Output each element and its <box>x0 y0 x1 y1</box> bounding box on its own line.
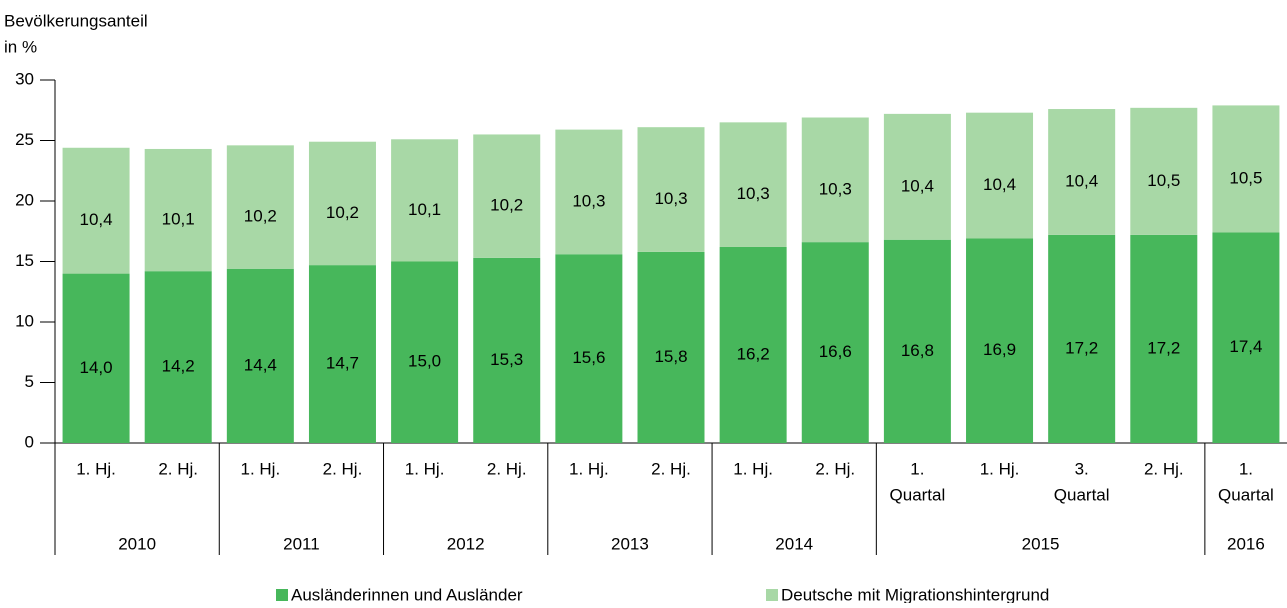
bar-segment <box>1048 109 1116 235</box>
value-label: 10,4 <box>1065 171 1098 190</box>
bar-segment <box>555 129 623 255</box>
bar-segment <box>637 251 705 443</box>
value-label: 10,3 <box>819 179 852 198</box>
group-label: 2010 <box>118 534 156 553</box>
value-label: 14,0 <box>80 358 113 377</box>
y-tick-label: 30 <box>15 69 34 88</box>
bar-segment <box>637 127 705 252</box>
value-label: 10,2 <box>244 207 277 226</box>
bar-segment <box>144 148 212 272</box>
value-label: 15,3 <box>490 350 523 369</box>
x-tick-label: 1. Hj. <box>733 459 773 478</box>
bar-segment <box>1048 234 1116 443</box>
x-tick-label: 2. Hj. <box>487 459 527 478</box>
value-label: 10,1 <box>162 210 195 229</box>
value-label: 16,9 <box>983 340 1016 359</box>
bar-segment <box>1130 234 1198 443</box>
x-tick-label: 2. Hj. <box>815 459 855 478</box>
value-label: 14,7 <box>326 354 359 373</box>
value-label: 10,3 <box>654 189 687 208</box>
value-label: 10,2 <box>490 196 523 215</box>
x-tick-label: 1. <box>1239 459 1253 478</box>
y-tick-label: 10 <box>15 311 34 330</box>
y-tick-label: 20 <box>15 190 34 209</box>
y-axis-title: in % <box>4 37 37 56</box>
bar-segment <box>1212 232 1280 443</box>
y-axis-title: Bevölkerungsanteil <box>4 11 148 30</box>
bar-segment <box>1212 105 1280 233</box>
x-tick-label: 1. Hj. <box>569 459 609 478</box>
value-label: 17,2 <box>1065 338 1098 357</box>
bar-segment <box>226 145 294 269</box>
value-label: 16,2 <box>737 344 770 363</box>
value-label: 15,6 <box>572 348 605 367</box>
bar-segment <box>391 261 459 443</box>
bar-segment <box>966 112 1034 239</box>
bar-segment <box>801 242 869 443</box>
bar-segment <box>719 122 787 247</box>
x-tick-label: 1. Hj. <box>980 459 1020 478</box>
y-tick-label: 25 <box>15 130 34 149</box>
value-label: 10,2 <box>326 203 359 222</box>
bar-segment <box>391 139 459 262</box>
value-label: 10,4 <box>901 176 934 195</box>
value-label: 10,5 <box>1229 168 1262 187</box>
value-label: 17,4 <box>1229 337 1262 356</box>
x-tick-label: 1. Hj. <box>76 459 116 478</box>
x-tick-label: 2. Hj. <box>323 459 363 478</box>
value-label: 10,3 <box>572 191 605 210</box>
x-tick-label: Quartal <box>890 485 946 504</box>
y-tick-label: 0 <box>25 432 34 451</box>
group-label: 2012 <box>447 534 485 553</box>
bar-segment <box>473 257 541 443</box>
x-tick-label: Quartal <box>1054 485 1110 504</box>
value-label: 10,3 <box>737 184 770 203</box>
legend-label: Ausländerinnen und Ausländer <box>291 585 523 603</box>
group-label: 2013 <box>611 534 649 553</box>
bar-segment <box>801 117 869 243</box>
bar-segment <box>62 273 130 443</box>
value-label: 15,8 <box>654 347 687 366</box>
x-tick-label: 1. <box>910 459 924 478</box>
y-tick-label: 5 <box>25 372 34 391</box>
bar-segment <box>719 246 787 443</box>
x-tick-label: 2. Hj. <box>651 459 691 478</box>
x-tick-label: 1. Hj. <box>405 459 445 478</box>
x-tick-label: 3. <box>1075 459 1089 478</box>
x-tick-label: 1. Hj. <box>240 459 280 478</box>
value-label: 14,4 <box>244 355 277 374</box>
value-label: 16,6 <box>819 342 852 361</box>
bar-segment <box>883 239 951 443</box>
y-tick-label: 15 <box>15 251 34 270</box>
x-tick-label: Quartal <box>1218 485 1274 504</box>
value-label: 15,0 <box>408 352 441 371</box>
bar-segment <box>883 113 951 240</box>
value-label: 16,8 <box>901 341 934 360</box>
legend-swatch <box>276 589 288 601</box>
bar-segment <box>966 238 1034 443</box>
bar-segment <box>555 254 623 443</box>
group-label: 2011 <box>283 534 320 553</box>
group-label: 2014 <box>775 534 813 553</box>
bar-segment <box>226 268 294 443</box>
group-label: 2015 <box>1022 534 1060 553</box>
value-label: 14,2 <box>162 357 195 376</box>
bar-segment <box>308 265 376 443</box>
bar-segment <box>473 134 541 258</box>
value-label: 10,5 <box>1147 171 1180 190</box>
legend-label: Deutsche mit Migrationshintergrund <box>781 585 1049 603</box>
bar-segment <box>1130 107 1198 235</box>
value-label: 17,2 <box>1147 338 1180 357</box>
group-label: 2016 <box>1227 534 1265 553</box>
bar-segment <box>308 141 376 266</box>
x-tick-label: 2. Hj. <box>1144 459 1184 478</box>
x-tick-label: 2. Hj. <box>158 459 198 478</box>
value-label: 10,4 <box>80 210 113 229</box>
value-label: 10,1 <box>408 200 441 219</box>
bar-segment <box>144 271 212 443</box>
value-label: 10,4 <box>983 175 1016 194</box>
bar-segment <box>62 147 130 274</box>
legend-swatch <box>766 589 778 601</box>
